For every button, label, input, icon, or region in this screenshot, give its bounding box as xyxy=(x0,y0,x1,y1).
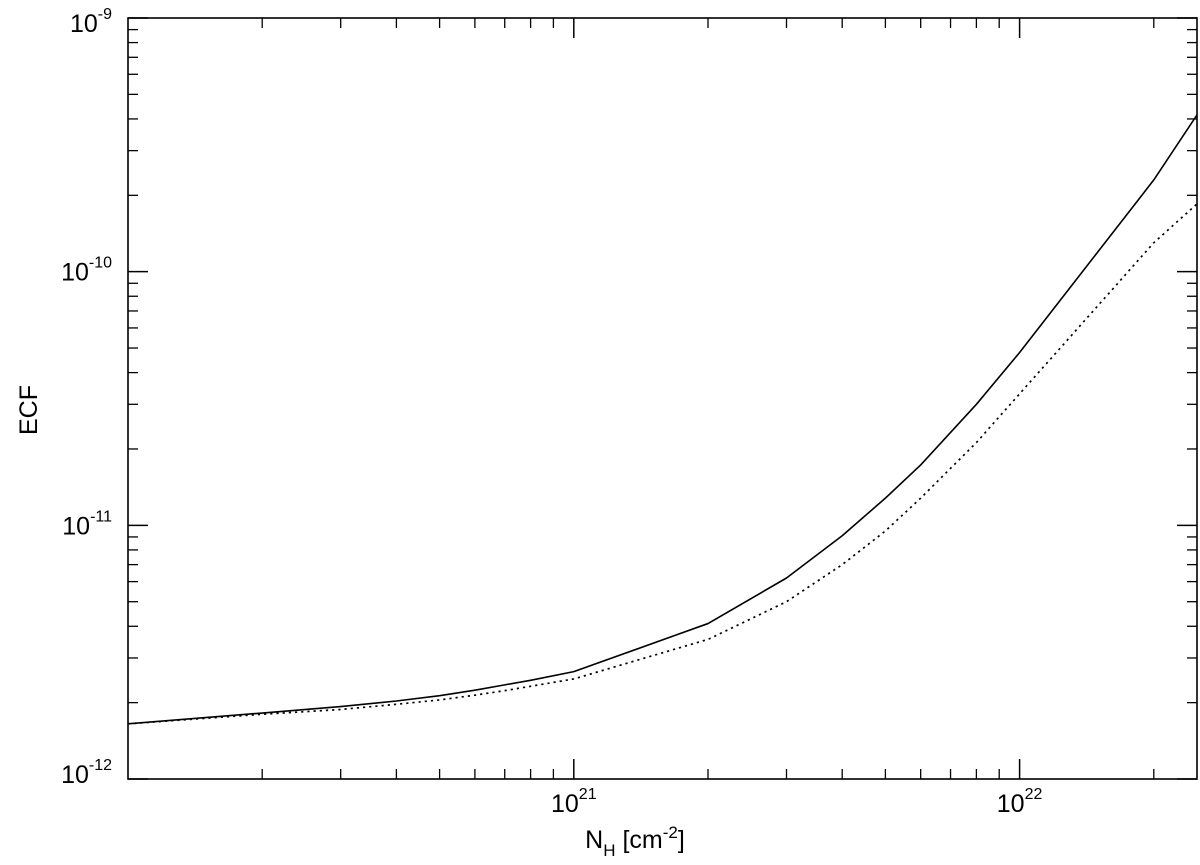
x-tick-label-exp: 21 xyxy=(579,786,597,803)
x-tick-label: 1021 xyxy=(551,786,597,818)
y-tick-label-exp: -11 xyxy=(90,508,112,525)
y-tick-label-exp: -9 xyxy=(98,6,112,23)
y-tick-label: 10-9 xyxy=(70,6,112,38)
x-tick-label: 1022 xyxy=(997,786,1043,818)
major-ticks xyxy=(128,17,1197,780)
series-layer xyxy=(127,114,1198,725)
x-axis-title: NH [cm-2] xyxy=(585,823,685,860)
x-axis-title-unit-exp: -2 xyxy=(663,823,678,842)
x-axis-title-unit-pre: [cm xyxy=(616,826,663,854)
series-line-dotted xyxy=(127,203,1198,725)
y-tick-label-base: 10 xyxy=(62,512,90,540)
x-tick-label-base: 10 xyxy=(997,790,1025,818)
y-tick-label-base: 10 xyxy=(70,10,98,38)
x-axis-title-main: N xyxy=(585,826,603,854)
x-axis-title-sub: H xyxy=(603,841,615,860)
y-tick-label-base: 10 xyxy=(61,761,89,789)
y-tick-label: 10-12 xyxy=(61,757,112,789)
x-axis-title-unit-post: ] xyxy=(678,826,685,854)
y-axis-title: ECF xyxy=(15,385,43,435)
y-tick-label-exp: -10 xyxy=(89,255,112,272)
plot-frame xyxy=(127,17,1198,780)
series-line-solid xyxy=(127,114,1198,725)
x-tick-label-base: 10 xyxy=(551,790,579,818)
minor-ticks xyxy=(128,18,1197,779)
y-tick-label: 10-11 xyxy=(62,508,112,540)
y-tick-label: 10-10 xyxy=(61,255,112,287)
x-tick-label-exp: 22 xyxy=(1025,786,1043,803)
y-tick-label-exp: -12 xyxy=(89,757,112,774)
y-tick-label-base: 10 xyxy=(61,259,89,287)
